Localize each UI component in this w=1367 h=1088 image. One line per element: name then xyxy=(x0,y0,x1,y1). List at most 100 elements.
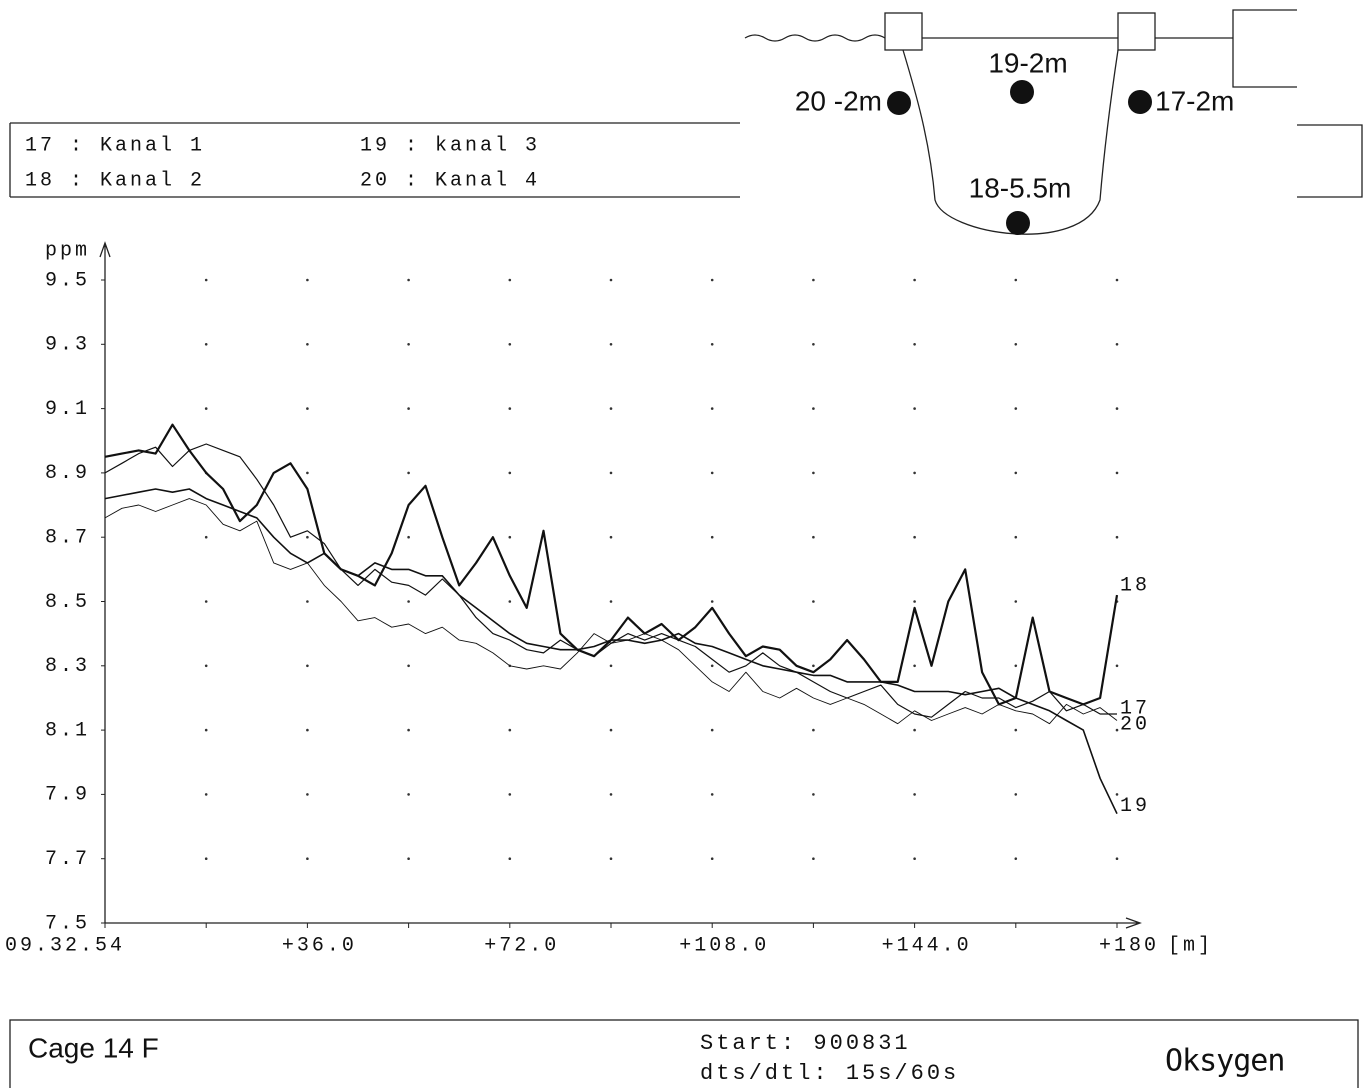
grid-dot xyxy=(913,535,916,539)
y-tick-label: 9.1 xyxy=(45,398,90,421)
grid-dot xyxy=(609,471,613,475)
y-axis-label: ppm xyxy=(45,239,90,262)
grid-dot xyxy=(407,600,410,603)
grid-dot xyxy=(1014,535,1018,539)
grid-dot xyxy=(204,728,208,732)
grid-dot xyxy=(407,793,410,796)
grid-dot xyxy=(306,793,309,796)
y-tick-label: 7.7 xyxy=(45,848,90,871)
grid-dot xyxy=(508,343,512,346)
grid-dot xyxy=(812,471,815,475)
y-tick-label: 9.5 xyxy=(45,269,90,292)
grid-dot xyxy=(407,278,410,282)
sensor-label: 18-5.5m xyxy=(969,172,1072,203)
series-end-label: 20 xyxy=(1120,714,1150,737)
grid-dot xyxy=(1115,664,1119,668)
grid-dot xyxy=(710,343,714,346)
grid-dot xyxy=(710,407,714,410)
grid-dot xyxy=(407,471,410,475)
grid-dot xyxy=(812,600,815,603)
grid-dot xyxy=(1115,471,1119,475)
grid-dot xyxy=(407,343,410,346)
grid-dot xyxy=(306,664,309,668)
float xyxy=(1117,12,1156,51)
footer-start: Start: 900831 xyxy=(700,1031,911,1056)
grid-dot xyxy=(204,343,208,346)
grid-dot xyxy=(407,535,410,539)
grid-dot xyxy=(1115,857,1119,860)
y-tick-label: 8.1 xyxy=(45,719,90,742)
grid-dot xyxy=(609,407,613,410)
grid-dot xyxy=(508,600,512,603)
grid-dot xyxy=(812,664,815,668)
series-line xyxy=(104,443,1117,718)
cage-diagram: 20 -2m 19-2m 17-2m 18-5.5m xyxy=(744,9,1363,235)
grid-dot xyxy=(306,343,309,346)
y-tick-label: 8.5 xyxy=(45,591,90,614)
sensor-label: 19-2m xyxy=(988,47,1067,78)
grid-dot xyxy=(609,600,613,603)
grid-dot xyxy=(508,728,512,732)
grid-dot xyxy=(407,857,410,860)
x-tick-label: +180 xyxy=(1099,934,1159,957)
grid-dot xyxy=(508,535,512,539)
grid-dot xyxy=(913,600,916,603)
grid-dot xyxy=(913,471,916,475)
grid-dot xyxy=(1014,728,1018,732)
grid-dot xyxy=(812,278,815,282)
series-end-label: 18 xyxy=(1120,574,1150,597)
grid-dot xyxy=(306,535,309,539)
grid-dot xyxy=(306,471,309,475)
grid-dot xyxy=(913,664,916,668)
series-line xyxy=(104,488,1118,815)
footer-frame xyxy=(9,1019,1359,1088)
grid-dot xyxy=(609,278,613,282)
y-tick-label: 9.3 xyxy=(45,334,90,357)
grid-dot xyxy=(812,343,815,346)
legend-entry: 20 : Kanal 4 xyxy=(360,169,540,192)
series-line xyxy=(104,498,1118,725)
sensor xyxy=(1010,80,1034,104)
x-tick-label: +36.0 xyxy=(282,934,357,957)
grid-dot xyxy=(710,535,714,539)
grid-dot xyxy=(1115,535,1119,539)
footer-interval: dts/dtl: 15s/60s xyxy=(700,1061,959,1086)
footer-title: Cage 14 F xyxy=(28,1032,159,1063)
grid-dot xyxy=(812,728,815,732)
series-line xyxy=(104,423,1119,706)
footer-parameter: Oksygen xyxy=(1165,1044,1284,1079)
grid-dot xyxy=(812,793,815,796)
grid-dot xyxy=(306,857,309,860)
grid-dot xyxy=(1115,407,1119,410)
sensor-label: 20 -2m xyxy=(795,85,882,116)
grid-dot xyxy=(609,664,613,668)
x-tick-label: +144.0 xyxy=(882,934,972,957)
grid-dot xyxy=(508,793,512,796)
grid-dot xyxy=(306,600,309,603)
grid-dot xyxy=(609,857,613,860)
grid-dot xyxy=(913,343,916,346)
grid-dot xyxy=(204,407,208,410)
grid-dot xyxy=(204,278,208,282)
grid-dot xyxy=(1115,278,1119,282)
grid-dot xyxy=(710,278,714,282)
grid-dot xyxy=(710,471,714,475)
y-tick-label: 7.5 xyxy=(45,912,90,935)
grid-dot xyxy=(407,407,410,410)
grid-dot xyxy=(204,535,208,539)
x-tick-label: +108.0 xyxy=(679,934,769,957)
y-tick-label: 8.3 xyxy=(45,655,90,678)
grid-dot xyxy=(710,600,714,603)
legend-entry: 19 : kanal 3 xyxy=(360,134,540,157)
grid-dot xyxy=(407,728,410,732)
y-tick-label: 8.9 xyxy=(45,462,90,485)
grid-dot xyxy=(710,664,714,668)
water-line xyxy=(744,34,1233,42)
grid-dot xyxy=(609,535,613,539)
y-tick-label: 8.7 xyxy=(45,526,90,549)
grid-dot xyxy=(306,728,309,732)
grid-dot xyxy=(1014,857,1018,860)
grid-dot xyxy=(609,793,613,796)
grid-dot xyxy=(812,407,815,410)
x-axis-unit: [m] xyxy=(1168,934,1213,957)
